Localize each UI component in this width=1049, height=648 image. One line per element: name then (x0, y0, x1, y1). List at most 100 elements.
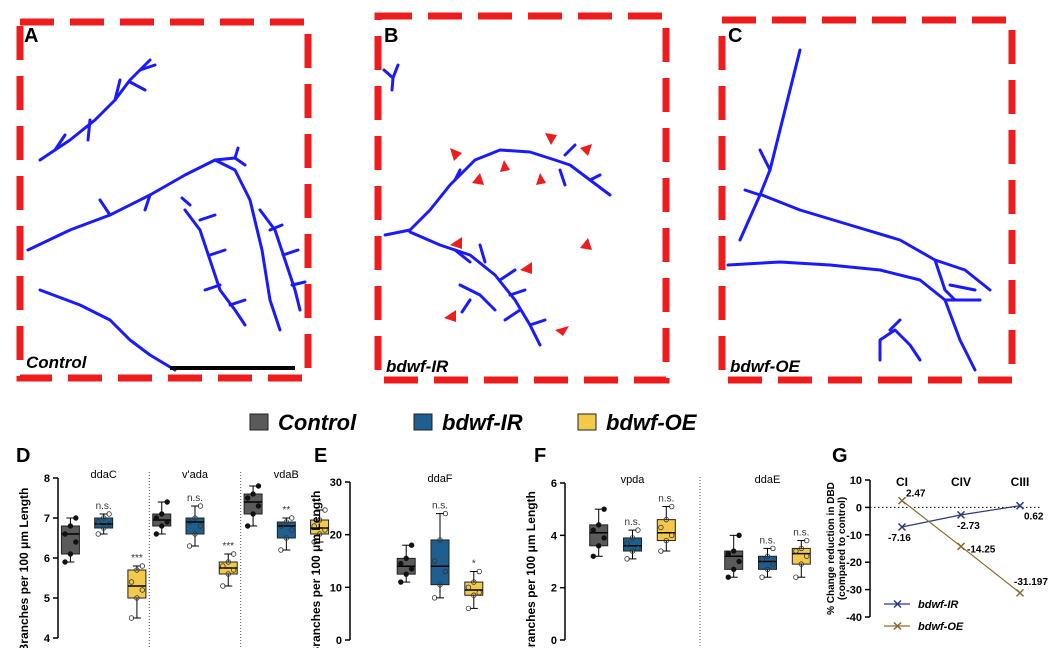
legend-label: bdwf-IR (918, 599, 958, 611)
y-tick-label: 30 (330, 477, 342, 489)
data-point (726, 551, 731, 556)
data-point (74, 540, 79, 545)
y-tick-label: -40 (846, 612, 862, 624)
figure: A Control B bdwf-IR C bdwf-OE Controlbdw… (0, 0, 1049, 648)
significance: n.s. (759, 535, 775, 546)
category-label: ddaF (427, 473, 452, 485)
category-label: v'ada (182, 469, 209, 481)
y-tick-label: 5 (44, 593, 50, 605)
y-tick-label: 0 (336, 635, 342, 647)
data-point (602, 536, 607, 541)
image-label: bdwf-OE (730, 357, 801, 376)
y-axis-label: % Change reduction in DBD (826, 482, 837, 615)
data-point (63, 560, 68, 565)
significance: n.s. (187, 493, 203, 504)
category-label: CIV (951, 475, 971, 489)
category-label: ddaC (91, 469, 117, 481)
data-point (165, 520, 170, 525)
value-label: -2.73 (957, 521, 980, 532)
data-point (404, 556, 409, 561)
category-label: ddaE (755, 474, 781, 486)
image-panel-a (20, 22, 308, 378)
significance: n.s. (432, 501, 448, 512)
dashed-frame (722, 20, 1012, 380)
y-tick-label: -20 (846, 557, 862, 569)
significance: * (472, 559, 476, 570)
data-point (245, 524, 250, 529)
data-point (731, 549, 736, 554)
data-point (154, 532, 159, 537)
y-tick-label: 20 (330, 530, 342, 542)
data-point (399, 561, 404, 566)
data-point (165, 500, 170, 505)
y-axis-label: (compared to control) (837, 497, 848, 600)
y-tick-label: 8 (44, 473, 50, 485)
legend-swatch (414, 414, 432, 430)
data-point (596, 523, 601, 528)
y-tick-label: 4 (551, 530, 558, 542)
value-label: -14.25 (967, 544, 996, 555)
legend-label: bdwf-IR (442, 410, 523, 435)
legend-swatch (578, 414, 596, 430)
category-label: CIII (1011, 475, 1030, 489)
data-point (68, 552, 73, 557)
marker (899, 497, 906, 504)
image-panel-b (378, 16, 666, 380)
marker (1017, 589, 1024, 596)
data-point (409, 567, 414, 572)
data-point (68, 524, 73, 529)
data-point (256, 484, 261, 489)
value-label: -31.197 (1014, 577, 1048, 588)
value-label: 0.62 (1024, 512, 1044, 523)
y-axis-label: Branches per 100 μm Length (524, 491, 538, 648)
box (431, 540, 449, 585)
neuron-trace (728, 50, 990, 370)
data-point (737, 533, 742, 538)
data-point (591, 554, 596, 559)
value-label: 2.47 (906, 489, 926, 500)
data-point (159, 524, 164, 529)
marker (958, 543, 965, 550)
data-point (602, 507, 607, 512)
data-point (404, 572, 409, 577)
data-point (63, 532, 68, 537)
data-point (251, 512, 256, 517)
panel-letter: B (384, 25, 398, 47)
y-axis-label: Branches per 100 μm Length (309, 491, 323, 648)
significance: *** (131, 553, 143, 564)
y-tick-label: 0 (856, 502, 862, 514)
y-tick-label: 6 (44, 553, 50, 565)
panel-letter: A (24, 25, 38, 47)
panel-letter: E (314, 445, 327, 467)
image-label: Control (26, 353, 88, 372)
significance: n.s. (658, 494, 674, 505)
data-point (154, 516, 159, 521)
panel-letter: F (534, 445, 546, 467)
neuron-trace (384, 65, 610, 345)
dashed-frame (378, 16, 666, 380)
legend-swatch (250, 414, 268, 430)
data-point (245, 496, 250, 501)
data-point (74, 516, 79, 521)
data-point (409, 543, 414, 548)
image-label: bdwf-IR (386, 357, 449, 376)
neuron-trace (28, 60, 305, 370)
legend-label: bdwf-OE (606, 410, 698, 435)
y-tick-label: 2 (551, 583, 557, 595)
value-label: -7.16 (888, 533, 911, 544)
data-point (726, 575, 731, 580)
image-panel-c (722, 20, 1012, 380)
panel-letter: D (16, 445, 30, 467)
y-tick-label: 10 (330, 582, 342, 594)
data-point (731, 567, 736, 572)
y-tick-label: 4 (44, 633, 51, 645)
panel-letter: G (832, 445, 848, 467)
significance: *** (222, 541, 234, 552)
y-tick-label: 7 (44, 513, 50, 525)
y-tick-label: 10 (850, 475, 862, 487)
data-point (159, 512, 164, 517)
data-point (596, 544, 601, 549)
significance: ** (282, 505, 290, 516)
y-tick-label: 0 (551, 635, 557, 647)
category-label: CI (896, 475, 908, 489)
